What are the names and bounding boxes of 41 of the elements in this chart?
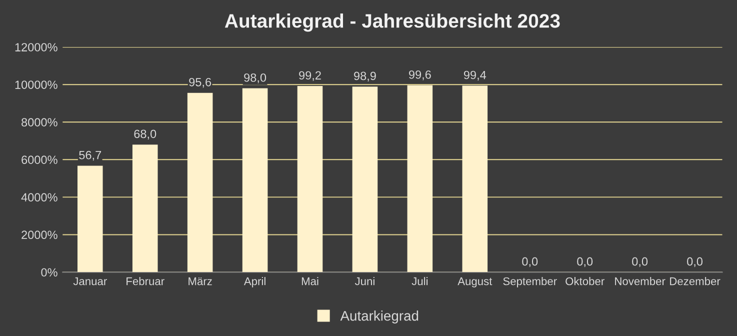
y-tick-label: 8000% (22, 118, 58, 126)
bar (407, 85, 433, 272)
x-tick-label: Mai (302, 277, 318, 286)
y-tick-label: 12000% (15, 43, 58, 52)
data-label: 0,0 (522, 257, 538, 268)
data-label: 95,6 (189, 78, 212, 88)
y-tick-label: 4000% (21, 193, 58, 202)
x-tick-label: September (503, 277, 557, 288)
y-tick-label: 10000% (15, 80, 58, 89)
data-label: 0,0 (632, 257, 648, 268)
legend-label: Autarkiegrad (340, 310, 418, 324)
data-label: 98,9 (354, 72, 376, 82)
x-tick-label: Oktober (566, 277, 604, 286)
data-label: 98,0 (244, 73, 266, 84)
bar (77, 166, 103, 272)
data-label: 0,0 (577, 257, 593, 268)
x-tick-label: Februar (126, 277, 164, 286)
y-tick-label: 0% (41, 268, 58, 277)
bar (187, 92, 213, 272)
data-label: 68,0 (134, 130, 156, 140)
bar (297, 86, 323, 272)
x-tick-label: Juni (354, 277, 374, 286)
x-tick-label: März (188, 277, 212, 286)
x-tick-label: April (244, 277, 266, 288)
bar (462, 86, 488, 272)
x-tick-label: Dezember (670, 277, 720, 286)
chart-title: Autarkiegrad - Jahresübersicht 2023 (224, 14, 560, 32)
x-tick-label: November (615, 277, 666, 286)
bar (242, 88, 268, 272)
y-tick-label: 2000% (22, 230, 58, 240)
data-label: 99,6 (409, 70, 431, 80)
bar (352, 86, 378, 272)
x-tick-label: Januar (73, 277, 107, 286)
bar (132, 144, 158, 272)
data-label: 99,2 (299, 71, 321, 81)
data-label: 0,0 (687, 257, 703, 268)
data-label: 56,7 (79, 150, 102, 161)
x-tick-label: Juli (412, 277, 428, 286)
y-tick-label: 6000% (22, 156, 58, 164)
x-tick-label: August (458, 277, 492, 288)
data-label: 99,4 (464, 70, 486, 81)
